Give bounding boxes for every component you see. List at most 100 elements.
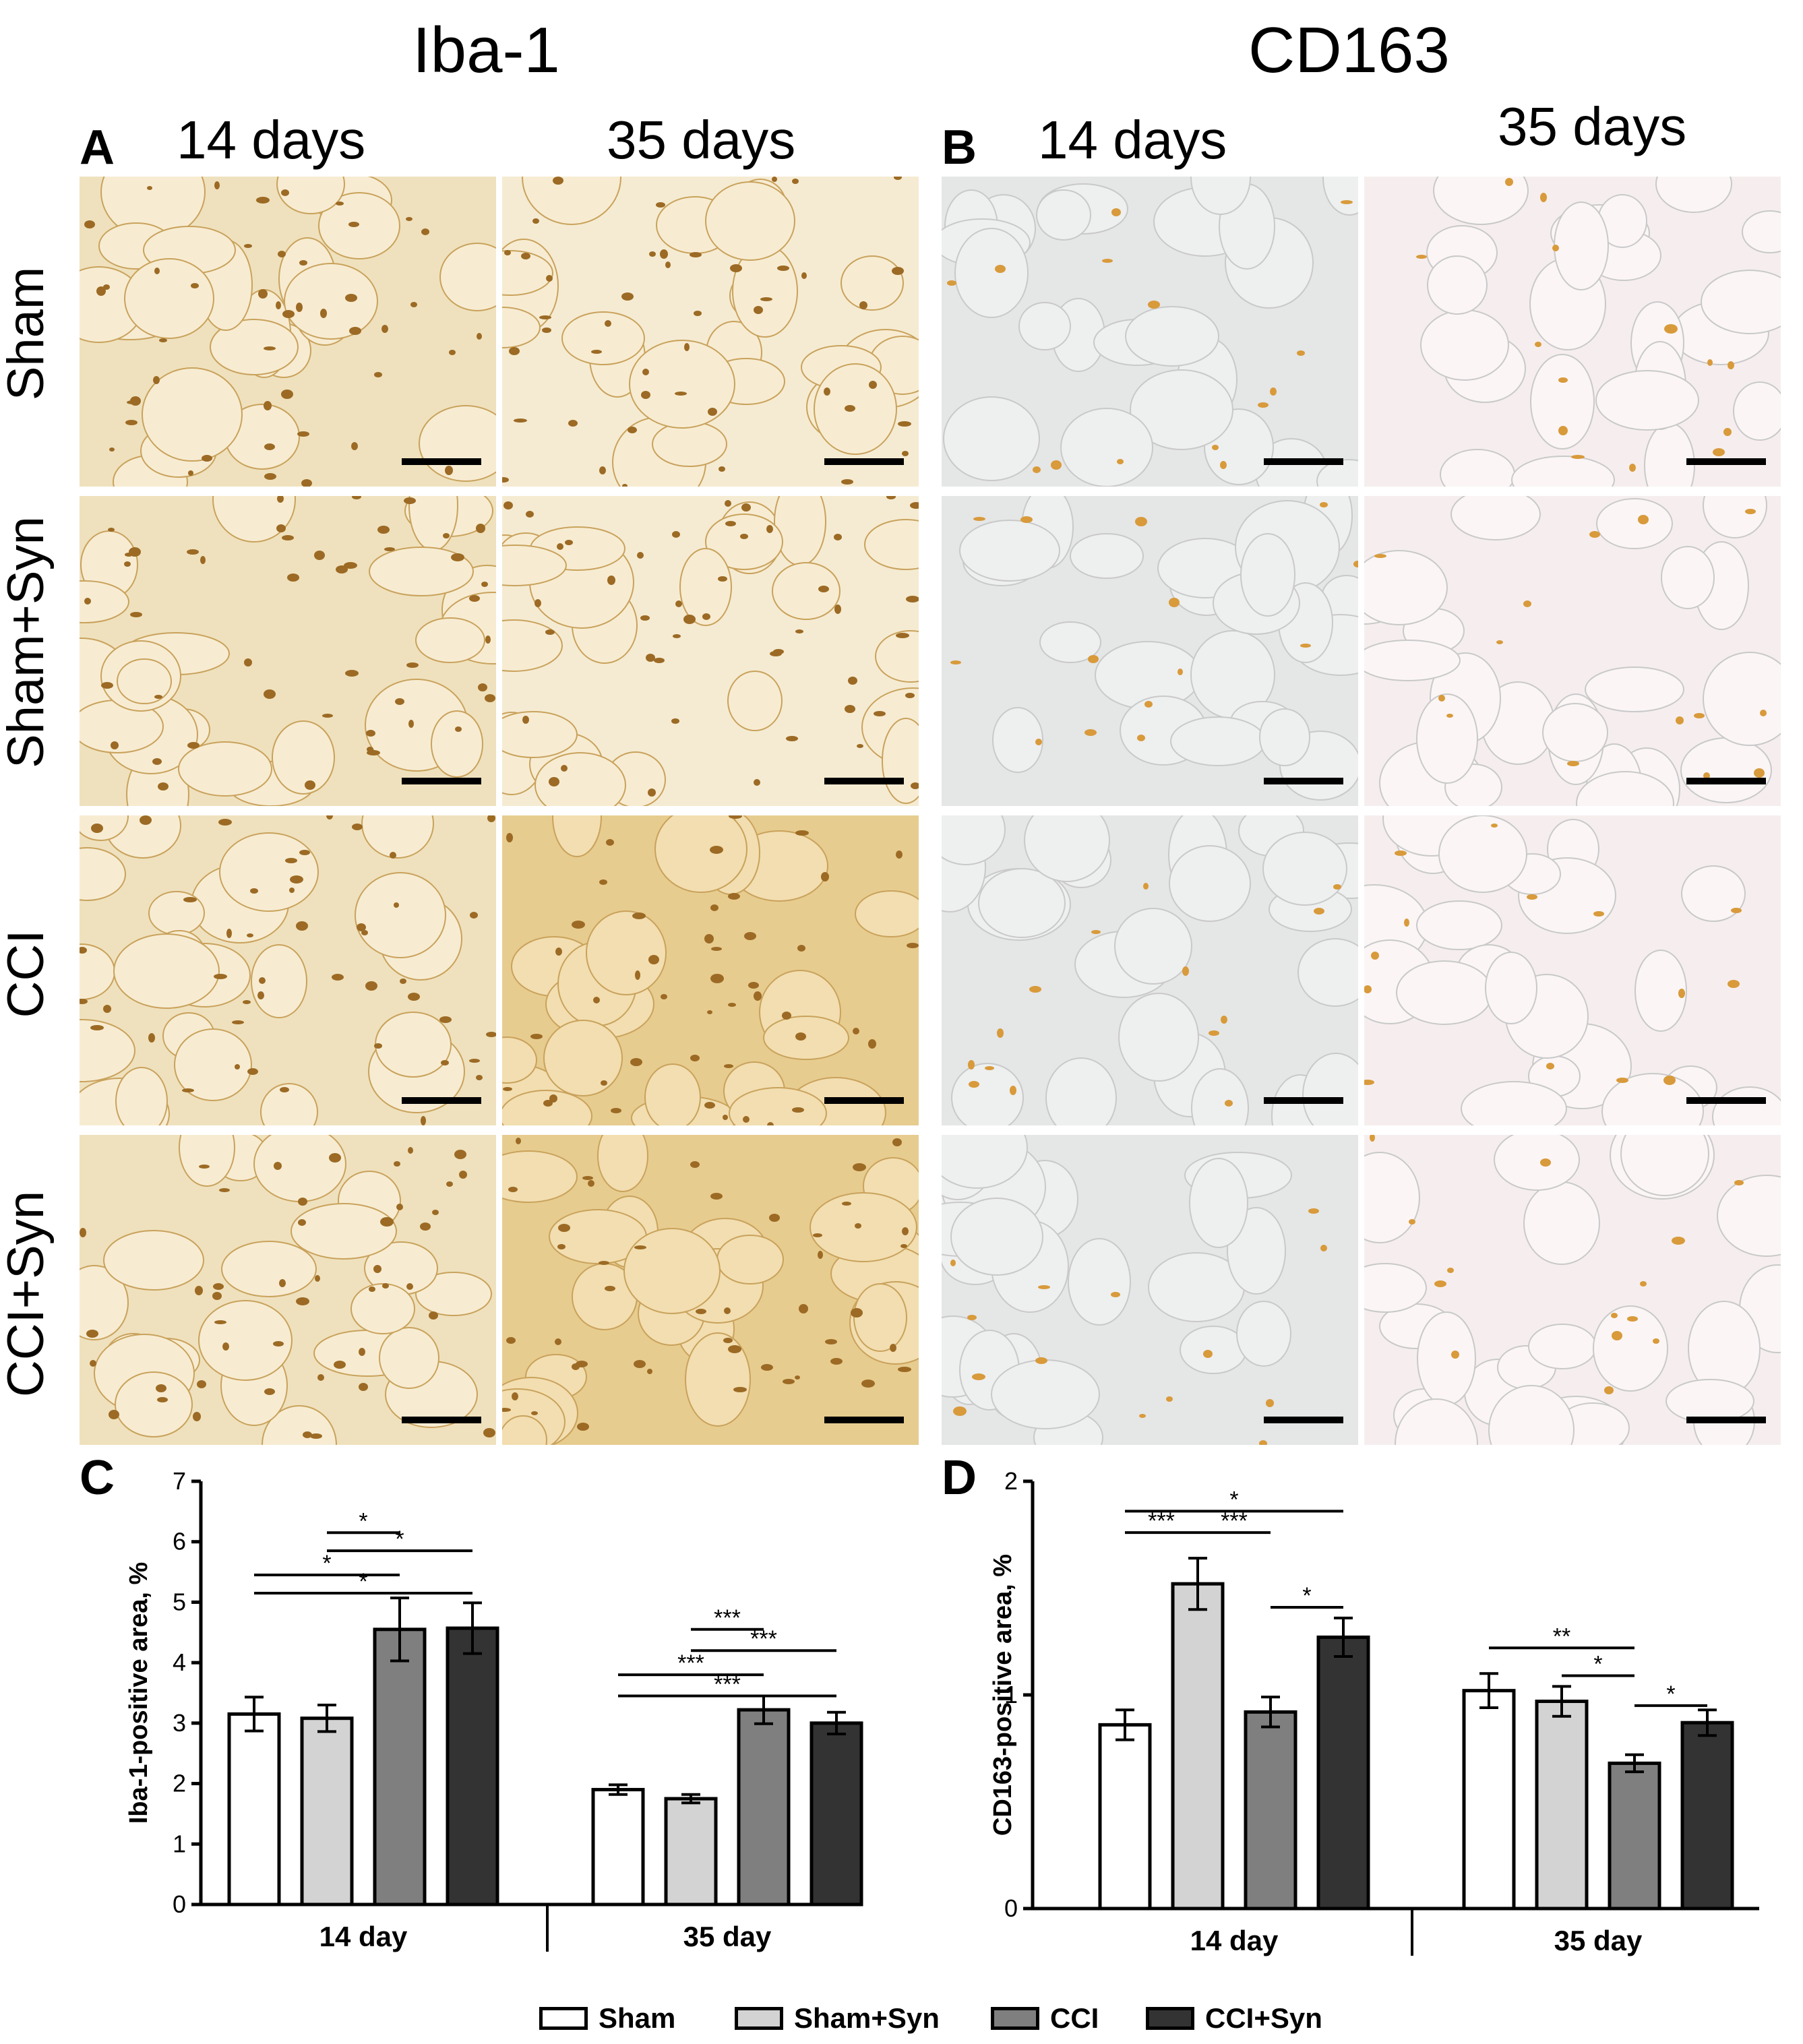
y-axis-label: CD163-positive area, % [989,1554,1017,1836]
legend-swatch-cci [991,2007,1039,2030]
iba1-bar-chart: 0 1 2 3 4 5 6 7 Iba-1-positive area, % 14 day 35 d… [125,1467,863,1952]
y-tick-label: 1 [173,1830,186,1857]
scale-bar [1686,458,1766,465]
legend-label-sham: Sham [599,2002,676,2034]
bar-cci-syn-14-day [1316,1635,1370,1911]
scale-bar [824,1097,904,1104]
bar-cci-syn-35-day [809,1721,863,1907]
panel-letter-a: A [80,121,115,175]
group-label: 35 day [683,1921,772,1952]
row-label-sham-syn: Sham+Syn [0,516,55,768]
panel-letter-d: D [942,1451,977,1505]
scale-bar [402,1417,481,1423]
bar-cci-syn-35-day [1680,1721,1734,1911]
group-label: 35 day [1554,1925,1643,1956]
bar-sham-14-day [227,1712,281,1907]
iba1-header: Iba-1 [412,14,560,86]
micrograph-cd163-14d-cci-syn [942,1135,1358,1445]
significance-label: *** [750,1626,777,1652]
micrograph-cd163-35d-cci-syn [1364,1135,1781,1445]
bar-sham-14-day [1098,1723,1152,1911]
significance-label: *** [1221,1508,1248,1534]
bar-sham-syn-35-day [1535,1700,1589,1911]
y-tick-label: 5 [173,1588,186,1615]
significance-label: *** [714,1671,741,1697]
bar-sham-syn-14-day [300,1716,354,1907]
significance-label: * [322,1551,331,1576]
legend-label-cci: CCI [1050,2002,1099,2034]
legend-swatch-cci-syn [1146,2007,1194,2030]
bar-sham-syn-35-day [664,1797,718,1907]
bar-cci-syn-14-day [446,1626,499,1907]
cd163-header: CD163 [1248,14,1450,86]
bar-cci-14-day [373,1628,427,1907]
micrograph-iba1-35d-cci [502,815,919,1125]
scale-bar [1264,1097,1343,1104]
significance-label: * [395,1526,404,1552]
micrograph-iba1-14d-sham-syn [80,496,496,806]
day-label-b-14: 14 days [1038,110,1227,170]
micrograph-iba1-14d-cci-syn [80,1135,496,1445]
y-tick-label: 2 [173,1770,186,1797]
y-tick-label: 4 [173,1648,186,1676]
bar-cci-35-day [1608,1761,1661,1911]
scale-bar [402,778,481,784]
scale-bar [1264,778,1343,784]
y-tick-label: 7 [173,1467,186,1495]
panel-letter-b: B [942,121,977,175]
micrograph-cd163-35d-sham-syn [1364,496,1781,806]
group-label: 14 day [1190,1925,1279,1956]
scale-bar [1686,778,1766,784]
legend-item-sham: Sham [539,2002,675,2035]
scale-bar [1686,1097,1766,1104]
y-tick-label: 0 [1004,1894,1018,1922]
significance-label: ** [1553,1623,1570,1649]
bar-sham-35-day [591,1788,645,1907]
scale-bar [1264,1417,1343,1423]
scale-bar [824,778,904,784]
y-tick-label: 0 [173,1890,186,1918]
scale-bar [824,458,904,465]
y-tick-label: 3 [173,1709,186,1737]
y-axis-label: Iba-1-positive area, % [125,1562,153,1824]
row-label-sham: Sham [0,266,55,401]
panel-letter-c: C [80,1451,115,1505]
micrograph-cd163-14d-sham-syn [942,496,1358,806]
significance-label: * [359,1569,367,1594]
bar-sham-35-day [1462,1689,1516,1911]
y-tick-label: 2 [1004,1467,1018,1495]
micrograph-cd163-35d-sham [1364,177,1781,487]
significance-label: * [359,1508,367,1534]
significance-label: * [1593,1651,1602,1677]
significance-label: *** [1148,1508,1175,1534]
significance-label: * [1666,1681,1675,1707]
legend-swatch-sham [539,2007,588,2030]
day-label-a-14: 14 days [177,110,366,170]
legend-swatch-sham-syn [735,2007,783,2030]
day-label-a-35: 35 days [607,110,796,170]
bar-cci-35-day [737,1708,791,1907]
y-tick-label: 6 [173,1528,186,1555]
legend-item-cci: CCI [991,2002,1099,2035]
scale-bar [402,458,481,465]
legend-item-sham-syn: Sham+Syn [735,2002,940,2035]
micrograph-iba1-35d-sham-syn [502,496,919,806]
micrograph-cd163-14d-cci [942,815,1358,1125]
bar-sham-syn-14-day [1171,1582,1225,1911]
row-label-cci: CCI [0,929,55,1018]
y-tick-label: 1 [1004,1681,1018,1708]
micrograph-iba1-14d-sham [80,177,496,487]
group-label: 14 day [319,1921,408,1952]
significance-label: *** [677,1650,704,1676]
micrograph-cd163-14d-sham [942,177,1358,487]
micrograph-cd163-35d-cci [1364,815,1781,1125]
row-label-cci-syn: CCI+Syn [0,1190,55,1398]
micrograph-iba1-35d-sham [502,177,919,487]
scale-bar [1264,458,1343,465]
micrograph-iba1-35d-cci-syn [502,1135,919,1445]
legend-item-cci-syn: CCI+Syn [1146,2002,1322,2035]
legend-label-cci-syn: CCI+Syn [1205,2002,1322,2034]
scale-bar [824,1417,904,1423]
scale-bar [402,1097,481,1104]
